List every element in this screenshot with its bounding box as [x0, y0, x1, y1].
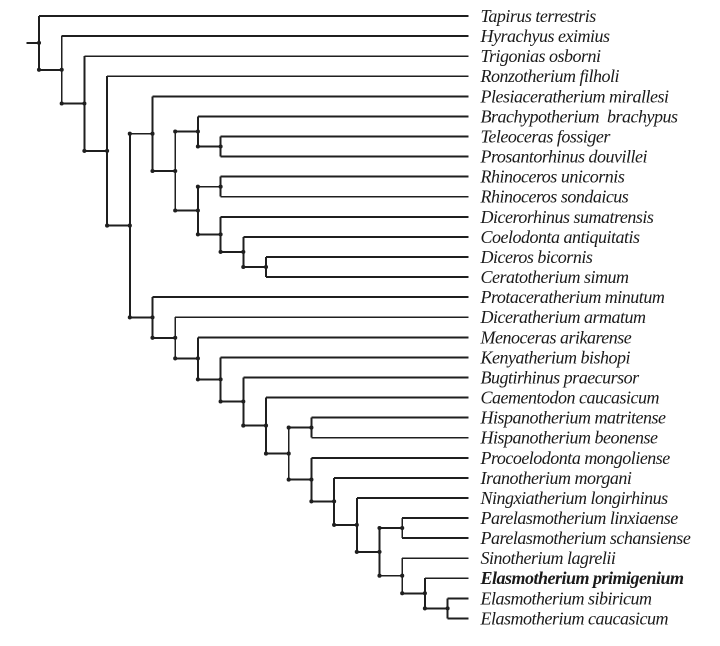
- svg-text:Teleoceras fossiger: Teleoceras fossiger: [481, 127, 612, 147]
- svg-text:Parelasmotherium linxiaense: Parelasmotherium linxiaense: [480, 508, 679, 528]
- svg-text:Protaceratherium minutum: Protaceratherium minutum: [480, 287, 665, 307]
- svg-text:Hispanotherium matritense: Hispanotherium matritense: [480, 408, 667, 428]
- svg-text:Diceros bicornis: Diceros bicornis: [480, 247, 593, 267]
- svg-text:Plesiaceratherium mirallesi: Plesiaceratherium mirallesi: [480, 86, 669, 106]
- svg-text:Caementodon caucasicum: Caementodon caucasicum: [481, 388, 660, 408]
- svg-text:Hispanotherium beonense: Hispanotherium beonense: [480, 428, 658, 448]
- svg-text:Ningxiatherium longirhinus: Ningxiatherium longirhinus: [480, 488, 669, 508]
- svg-text:Rhinoceros sondaicus: Rhinoceros sondaicus: [480, 187, 629, 207]
- svg-text:Ronzotherium filholi: Ronzotherium filholi: [480, 66, 620, 86]
- svg-text:Diceratherium armatum: Diceratherium armatum: [480, 307, 646, 327]
- svg-text:Procoelodonta mongoliense: Procoelodonta mongoliense: [480, 448, 671, 468]
- svg-text:Prosantorhinus douvillei: Prosantorhinus douvillei: [480, 147, 648, 167]
- svg-text:Kenyatherium bishopi: Kenyatherium bishopi: [480, 347, 631, 367]
- svg-text:Elasmotherium primigenium: Elasmotherium primigenium: [480, 568, 685, 588]
- svg-text:Coelodonta antiquitatis: Coelodonta antiquitatis: [481, 227, 641, 247]
- svg-text:Elasmotherium sibiricum: Elasmotherium sibiricum: [480, 588, 652, 608]
- svg-text:Tapirus terrestris: Tapirus terrestris: [481, 6, 597, 26]
- svg-text:Dicerorhinus sumatrensis: Dicerorhinus sumatrensis: [480, 207, 654, 227]
- svg-text:Iranotherium morgani: Iranotherium morgani: [480, 468, 632, 488]
- svg-text:Bugtirhinus praecursor: Bugtirhinus praecursor: [481, 367, 641, 387]
- svg-text:Elasmotherium caucasicum: Elasmotherium caucasicum: [480, 608, 669, 628]
- svg-text:Ceratotherium simum: Ceratotherium simum: [481, 267, 630, 287]
- svg-text:Rhinoceros unicornis: Rhinoceros unicornis: [480, 167, 625, 187]
- svg-text:Trigonias osborni: Trigonias osborni: [481, 46, 602, 66]
- svg-text:Sinotherium lagrelii: Sinotherium lagrelii: [481, 548, 616, 568]
- svg-text:Menoceras arikarense: Menoceras arikarense: [480, 327, 632, 347]
- svg-text:Brachypotherium brachypus: Brachypotherium brachypus: [481, 106, 678, 126]
- svg-text:Parelasmotherium schansiense: Parelasmotherium schansiense: [480, 528, 691, 548]
- svg-text:Hyrachyus eximius: Hyrachyus eximius: [480, 26, 610, 46]
